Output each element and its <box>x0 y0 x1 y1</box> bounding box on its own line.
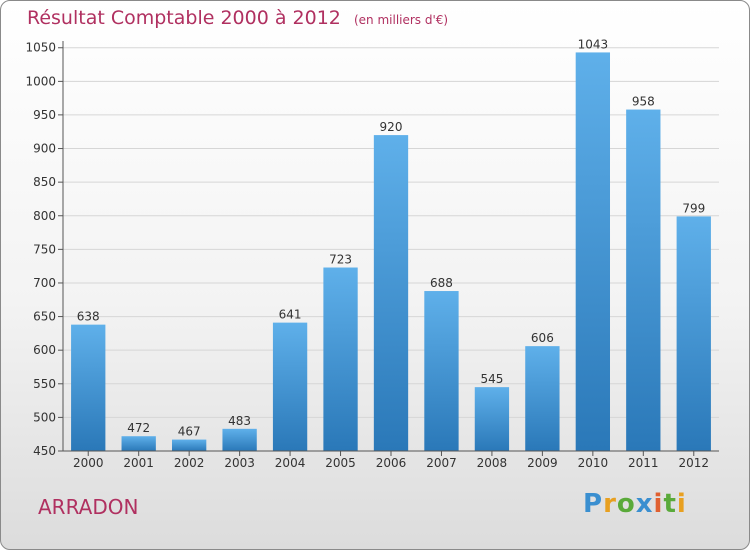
logo-letter: x <box>635 489 654 519</box>
bar <box>71 324 106 451</box>
proxiti-logo: Proxiti <box>583 489 687 519</box>
x-tick-label: 2006 <box>376 456 407 470</box>
logo-letter: P <box>583 489 604 519</box>
y-tick-label: 600 <box>33 343 56 357</box>
logo-letter: r <box>603 489 617 519</box>
x-tick-label: 2004 <box>275 456 306 470</box>
y-tick-label: 1050 <box>25 41 56 55</box>
y-tick-label: 850 <box>33 175 56 189</box>
logo-letter: i <box>653 489 664 519</box>
bar <box>575 52 611 451</box>
bar <box>121 436 156 451</box>
bar-value-label: 958 <box>632 95 655 109</box>
bar-value-label: 799 <box>682 201 705 215</box>
x-tick-label: 2003 <box>224 456 255 470</box>
bar-value-label: 688 <box>430 276 453 290</box>
logo-letter: o <box>616 489 636 519</box>
bar <box>424 291 459 451</box>
bar-value-label: 638 <box>77 310 100 324</box>
x-tick-label: 2010 <box>578 456 609 470</box>
bar <box>525 346 560 451</box>
y-tick-label: 450 <box>33 444 56 458</box>
x-tick-label: 2005 <box>325 456 356 470</box>
y-tick-label: 800 <box>33 209 56 223</box>
x-tick-label: 2007 <box>426 456 457 470</box>
bar <box>272 322 308 451</box>
y-tick-label: 1000 <box>25 74 56 88</box>
y-tick-label: 700 <box>33 276 56 290</box>
bar <box>222 428 257 451</box>
x-tick-label: 2001 <box>123 456 154 470</box>
bar-value-label: 723 <box>329 253 352 267</box>
y-tick-label: 750 <box>33 242 56 256</box>
x-tick-label: 2008 <box>477 456 508 470</box>
logo-letter: i <box>676 489 687 519</box>
y-tick-label: 500 <box>33 410 56 424</box>
bar-value-label: 1043 <box>578 37 609 51</box>
bar <box>626 109 661 452</box>
bar-value-label: 545 <box>480 372 503 386</box>
y-tick-label: 900 <box>33 142 56 156</box>
x-tick-label: 2000 <box>73 456 104 470</box>
bar-value-label: 467 <box>178 425 201 439</box>
logo-letter: t <box>663 489 677 519</box>
bar-value-label: 920 <box>380 120 403 134</box>
bar-value-label: 606 <box>531 331 554 345</box>
commune-name: ARRADON <box>38 495 139 519</box>
y-tick-label: 950 <box>33 108 56 122</box>
bar-value-label: 472 <box>127 421 150 435</box>
y-tick-label: 650 <box>33 310 56 324</box>
title-row: Résultat Comptable 2000 à 2012 (en milli… <box>27 7 448 29</box>
chart-title: Résultat Comptable 2000 à 2012 <box>27 7 341 29</box>
bar <box>373 135 409 451</box>
chart-subtitle: (en milliers d'€) <box>353 13 449 27</box>
bar-value-label: 483 <box>228 414 251 428</box>
bar-value-label: 641 <box>279 308 302 322</box>
bar <box>323 267 358 451</box>
bar <box>171 439 207 451</box>
x-tick-label: 2011 <box>628 456 659 470</box>
bar <box>676 216 711 451</box>
bar <box>474 387 510 451</box>
x-tick-label: 2009 <box>527 456 558 470</box>
x-tick-label: 2002 <box>174 456 205 470</box>
x-tick-label: 2012 <box>678 456 709 470</box>
y-tick-label: 550 <box>33 377 56 391</box>
